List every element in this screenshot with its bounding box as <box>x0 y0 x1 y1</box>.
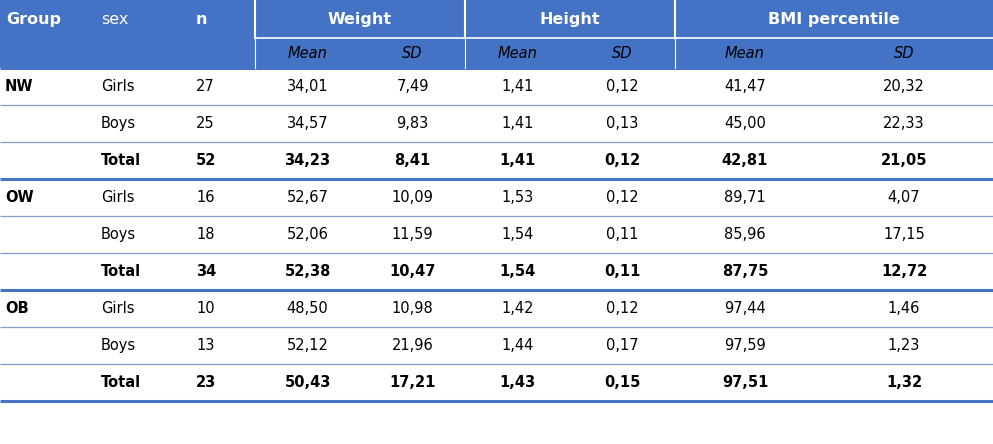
Text: Total: Total <box>101 264 141 279</box>
Text: 1,54: 1,54 <box>501 227 533 242</box>
Bar <box>0 216 993 253</box>
Text: 52,06: 52,06 <box>287 227 329 242</box>
Text: 50,43: 50,43 <box>284 375 331 390</box>
Text: 97,59: 97,59 <box>724 338 766 353</box>
Text: 97,44: 97,44 <box>724 301 766 316</box>
Text: 13: 13 <box>196 338 214 353</box>
Bar <box>0 68 993 105</box>
Text: 85,96: 85,96 <box>724 227 766 242</box>
Text: 34,57: 34,57 <box>287 116 329 131</box>
Text: Girls: Girls <box>101 301 134 316</box>
Text: Total: Total <box>101 375 141 390</box>
Text: 89,71: 89,71 <box>724 190 766 205</box>
Text: 0,13: 0,13 <box>607 116 638 131</box>
Text: Boys: Boys <box>101 338 136 353</box>
Text: 1,41: 1,41 <box>501 79 533 94</box>
Text: SD: SD <box>613 45 633 60</box>
Text: 17,21: 17,21 <box>389 375 436 390</box>
Bar <box>0 0 993 38</box>
Text: 1,41: 1,41 <box>499 153 535 168</box>
Text: Mean: Mean <box>497 45 537 60</box>
Text: 21,96: 21,96 <box>391 338 433 353</box>
Text: 1,54: 1,54 <box>499 264 535 279</box>
Bar <box>0 105 993 142</box>
Text: 52,38: 52,38 <box>284 264 331 279</box>
Text: 1,23: 1,23 <box>888 338 921 353</box>
Text: Boys: Boys <box>101 227 136 242</box>
Text: 0,12: 0,12 <box>605 153 640 168</box>
Text: 1,53: 1,53 <box>501 190 533 205</box>
Text: 7,49: 7,49 <box>396 79 429 94</box>
Text: 34: 34 <box>196 264 216 279</box>
Text: 0,11: 0,11 <box>607 227 638 242</box>
Text: 20,32: 20,32 <box>883 79 924 94</box>
Text: 48,50: 48,50 <box>287 301 329 316</box>
Text: 0,12: 0,12 <box>606 79 638 94</box>
Text: 45,00: 45,00 <box>724 116 766 131</box>
Text: 1,41: 1,41 <box>501 116 533 131</box>
Text: 41,47: 41,47 <box>724 79 766 94</box>
Text: 52,12: 52,12 <box>287 338 329 353</box>
Text: OW: OW <box>5 190 34 205</box>
Text: OB: OB <box>5 301 29 316</box>
Text: 10,47: 10,47 <box>389 264 436 279</box>
Text: Total: Total <box>101 153 141 168</box>
Text: Mean: Mean <box>725 45 765 60</box>
Text: Height: Height <box>539 12 601 27</box>
Text: 10,09: 10,09 <box>391 190 433 205</box>
Text: 52: 52 <box>196 153 216 168</box>
Text: 17,15: 17,15 <box>883 227 924 242</box>
Text: 18: 18 <box>196 227 214 242</box>
Text: 1,32: 1,32 <box>886 375 922 390</box>
Text: n: n <box>196 12 208 27</box>
Text: 23: 23 <box>196 375 216 390</box>
Text: 4,07: 4,07 <box>888 190 921 205</box>
Text: 27: 27 <box>196 79 214 94</box>
Text: 25: 25 <box>196 116 214 131</box>
Bar <box>0 290 993 327</box>
Text: 34,01: 34,01 <box>287 79 329 94</box>
Text: Mean: Mean <box>288 45 328 60</box>
Text: 12,72: 12,72 <box>881 264 927 279</box>
Text: Weight: Weight <box>328 12 392 27</box>
Bar <box>255 38 993 68</box>
Text: 0,11: 0,11 <box>605 264 640 279</box>
Text: 10,98: 10,98 <box>391 301 433 316</box>
Text: 8,41: 8,41 <box>394 153 431 168</box>
Text: Group: Group <box>6 12 61 27</box>
Text: 0,15: 0,15 <box>605 375 640 390</box>
Bar <box>0 142 993 179</box>
Text: 52,67: 52,67 <box>287 190 329 205</box>
Text: 1,44: 1,44 <box>501 338 533 353</box>
Text: 11,59: 11,59 <box>391 227 433 242</box>
Bar <box>0 38 255 68</box>
Text: 9,83: 9,83 <box>396 116 429 131</box>
Text: 1,46: 1,46 <box>888 301 921 316</box>
Text: 42,81: 42,81 <box>722 153 769 168</box>
Text: sex: sex <box>101 12 128 27</box>
Text: SD: SD <box>894 45 915 60</box>
Text: 10: 10 <box>196 301 214 316</box>
Text: BMI percentile: BMI percentile <box>769 12 900 27</box>
Text: 21,05: 21,05 <box>881 153 927 168</box>
Text: 34,23: 34,23 <box>284 153 331 168</box>
Text: Boys: Boys <box>101 116 136 131</box>
Text: NW: NW <box>5 79 34 94</box>
Text: 0,12: 0,12 <box>606 190 638 205</box>
Text: 0,17: 0,17 <box>606 338 638 353</box>
Bar <box>0 253 993 290</box>
Text: Girls: Girls <box>101 190 134 205</box>
Text: 97,51: 97,51 <box>722 375 769 390</box>
Text: Girls: Girls <box>101 79 134 94</box>
Text: 22,33: 22,33 <box>883 116 924 131</box>
Text: 1,42: 1,42 <box>501 301 534 316</box>
Text: SD: SD <box>402 45 423 60</box>
Text: 16: 16 <box>196 190 214 205</box>
Bar <box>0 364 993 401</box>
Text: 87,75: 87,75 <box>722 264 769 279</box>
Bar <box>0 327 993 364</box>
Text: 1,43: 1,43 <box>499 375 535 390</box>
Bar <box>0 179 993 216</box>
Text: 0,12: 0,12 <box>606 301 638 316</box>
